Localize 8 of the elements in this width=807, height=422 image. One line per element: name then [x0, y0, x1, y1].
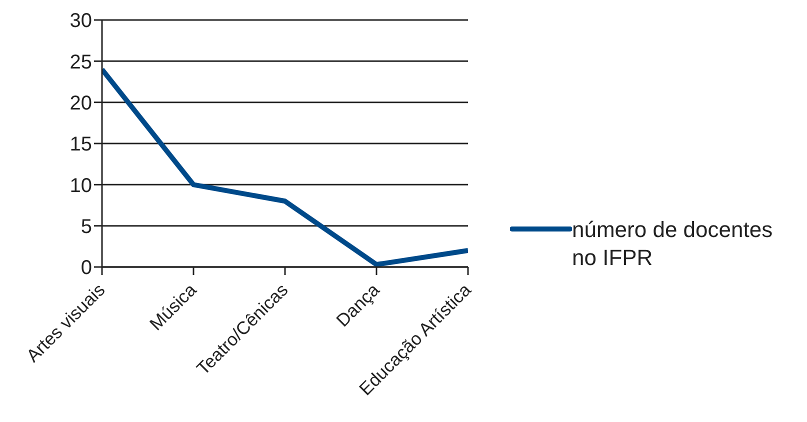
- y-tick-label: 10: [70, 174, 92, 197]
- legend-label: número de docentes no IFPR: [572, 216, 774, 272]
- y-tick-label: 25: [70, 51, 92, 74]
- y-tick-label: 5: [80, 216, 92, 238]
- y-tick-label: 0: [80, 257, 92, 280]
- y-tick-label: 15: [70, 134, 92, 156]
- y-tick-label: 20: [70, 92, 92, 114]
- y-tick-label: 30: [70, 10, 92, 32]
